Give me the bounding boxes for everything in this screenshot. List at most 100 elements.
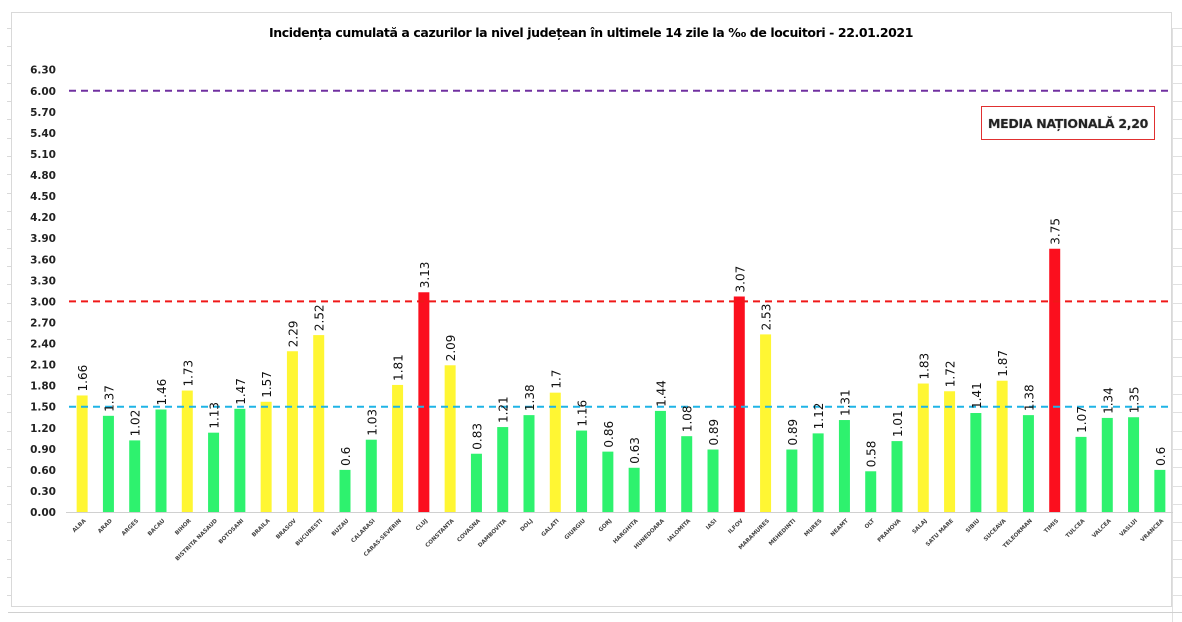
- value-label: 0.86: [602, 421, 616, 448]
- y-tick-label: 0.60: [30, 465, 56, 477]
- sheet-row-tick: [1172, 211, 1182, 212]
- sheet-row-tick: [7, 248, 11, 249]
- bar-neamt: [838, 420, 850, 512]
- x-tick-label: OLT: [864, 518, 876, 530]
- x-tick-label: TIMIS: [1043, 518, 1060, 535]
- sheet-row-tick: [7, 540, 11, 541]
- value-label: 1.41: [970, 382, 984, 409]
- sheet-row-tick: [1172, 412, 1182, 413]
- bar-valcea: [1101, 417, 1113, 512]
- value-label: 1.7: [549, 370, 563, 389]
- value-label: 1.38: [1022, 384, 1036, 411]
- y-tick-label: 1.80: [30, 381, 56, 393]
- x-tick-label: GORJ: [598, 518, 613, 533]
- sheet-row-tick: [1172, 449, 1182, 450]
- bar-salaj: [917, 383, 929, 512]
- bar-giurgiu: [576, 430, 588, 512]
- bar-buzau: [339, 469, 351, 512]
- bar-covasna: [470, 453, 482, 512]
- value-label: 1.44: [654, 380, 668, 407]
- y-tick-label: 0.90: [30, 444, 56, 456]
- x-tick-label: GALATI: [541, 518, 561, 538]
- bar-iasi: [707, 449, 719, 512]
- sheet-row-tick: [1172, 321, 1182, 322]
- value-label: 3.75: [1049, 218, 1063, 245]
- y-tick-label: 3.90: [30, 233, 56, 245]
- sheet-row-tick: [7, 376, 11, 377]
- value-label: 1.34: [1101, 387, 1115, 414]
- x-tick-label: DOLJ: [520, 518, 535, 533]
- sheet-row-tick: [7, 412, 11, 413]
- value-label: 0.63: [628, 437, 642, 464]
- x-tick-label: IALOMITA: [667, 518, 693, 544]
- bar-maramures: [760, 334, 772, 512]
- bar-vrancea: [1154, 469, 1166, 512]
- bar-arges: [129, 440, 141, 512]
- sheet-row-tick: [7, 156, 11, 157]
- x-tick-label: SUCEAVA: [983, 518, 1008, 543]
- value-label: 1.35: [1128, 387, 1142, 414]
- sheet-row-tick: [7, 138, 11, 139]
- bar-braila: [260, 401, 272, 512]
- sheet-row-tick: [1172, 83, 1182, 84]
- sheet-row-tick: [1172, 174, 1182, 175]
- bars: [76, 248, 1166, 512]
- x-tick-label: IASI: [705, 518, 718, 531]
- x-tick-label: BUZAU: [331, 518, 351, 538]
- sheet-row-tick: [7, 266, 11, 267]
- value-label: 1.66: [76, 365, 90, 392]
- x-tick-label: VASLUI: [1119, 518, 1139, 538]
- x-tick-label: MEHEDINTI: [768, 518, 797, 547]
- sheet-row-tick: [7, 101, 11, 102]
- sheet-row-tick: [7, 467, 11, 468]
- x-tick-label: CLUJ: [415, 518, 429, 532]
- sheet-gridline-bottom: [8, 612, 1182, 613]
- bar-mures: [812, 433, 824, 512]
- sheet-row-tick: [1172, 138, 1182, 139]
- y-tick-label: 2.10: [30, 360, 56, 372]
- x-tick-label: ARAD: [97, 518, 114, 535]
- value-label: 3.13: [418, 262, 432, 289]
- national-average-annotation: MEDIA NAȚIONALĂ 2,20: [981, 106, 1155, 140]
- bar-galati: [549, 392, 561, 512]
- sheet-row-tick: [7, 65, 11, 66]
- x-tick-label: ILFOV: [727, 518, 745, 536]
- bar-bacau: [155, 409, 167, 512]
- value-label: 1.72: [944, 361, 958, 388]
- value-label: 3.07: [733, 266, 747, 293]
- value-label: 1.01: [891, 410, 905, 437]
- x-tick-label: CONSTANTA: [425, 518, 456, 549]
- sheet-row-tick: [7, 577, 11, 578]
- y-tick-label: 5.40: [30, 128, 56, 140]
- sheet-row-tick: [1172, 467, 1182, 468]
- sheet-row-tick: [1172, 357, 1182, 358]
- x-tick-label: BRASOV: [275, 518, 298, 541]
- bar-olt: [865, 471, 877, 512]
- x-tick-label: PRAHOVA: [877, 518, 903, 544]
- bar-gorj: [602, 451, 614, 512]
- y-tick-label: 4.20: [30, 212, 56, 224]
- bar-caras-severin: [392, 384, 404, 512]
- value-label: 1.21: [497, 396, 511, 423]
- sheet-row-tick: [7, 394, 11, 395]
- sheet-row-tick: [7, 284, 11, 285]
- value-label: 2.29: [286, 321, 300, 348]
- sheet-row-tick: [7, 28, 11, 29]
- sheet-row-tick: [1172, 119, 1182, 120]
- value-label: 1.37: [102, 385, 116, 412]
- bar-brasov: [286, 351, 298, 512]
- sheet-gridline: [1172, 28, 1173, 622]
- x-tick-label: COVASNA: [456, 518, 482, 544]
- sheet-row-tick: [1172, 248, 1182, 249]
- value-label: 0.58: [865, 441, 879, 468]
- bar-arad: [102, 415, 114, 512]
- sheet-row-tick: [7, 559, 11, 560]
- value-label: 1.83: [917, 353, 931, 380]
- bar-vaslui: [1128, 417, 1140, 512]
- y-tick-label: 3.30: [30, 275, 56, 287]
- x-tick-label: ARGES: [121, 518, 140, 537]
- sheet-row-tick: [7, 431, 11, 432]
- x-tick-label: BOTOSANI: [218, 518, 245, 545]
- bar-suceava: [996, 380, 1008, 512]
- y-tick-label: 6.00: [30, 86, 56, 98]
